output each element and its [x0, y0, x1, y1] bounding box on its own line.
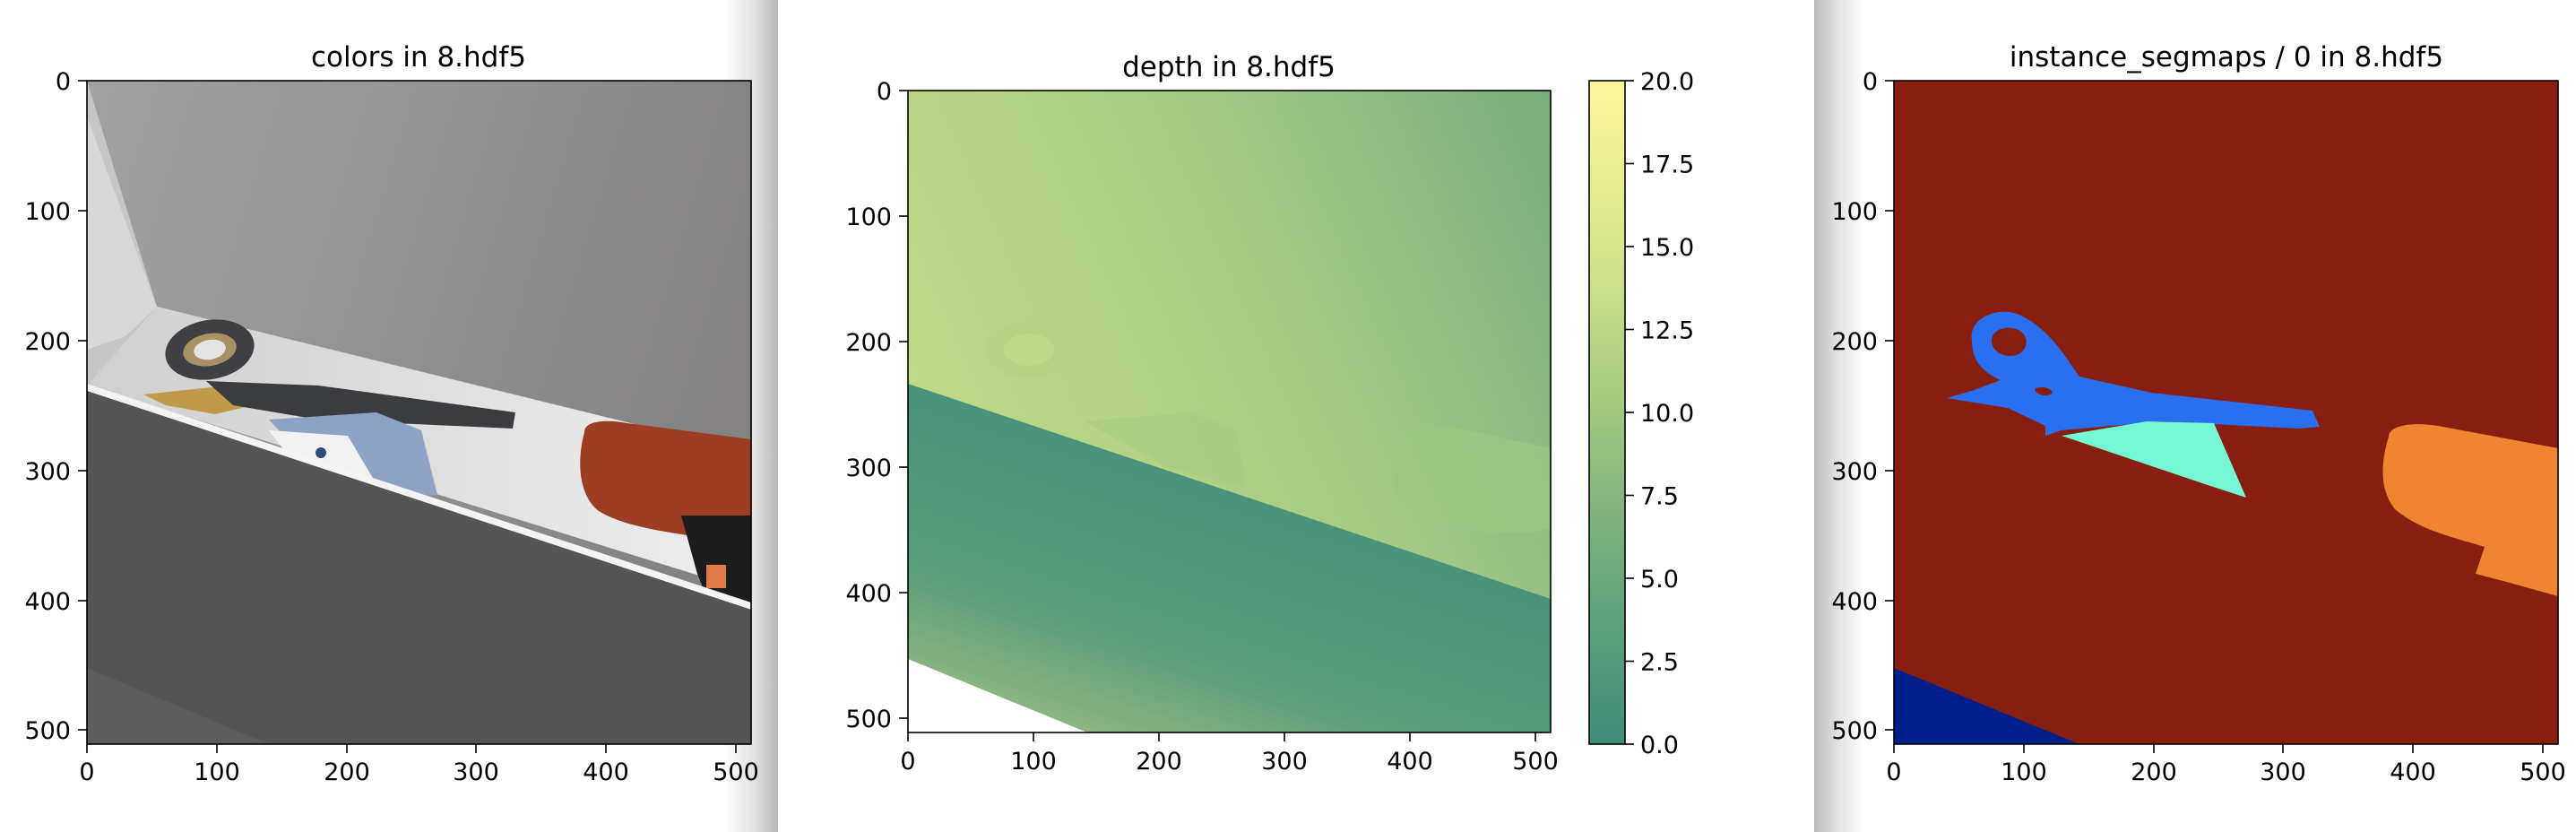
colors-y-tick: 0	[56, 68, 71, 96]
colors-x-tick: 400	[583, 758, 629, 786]
colorbar-tick: 15.0	[1640, 234, 1694, 262]
depth-x-tick: 100	[1010, 748, 1057, 776]
colorbar-gradient	[1589, 81, 1625, 744]
segmap-y-tick: 200	[1831, 328, 1878, 356]
colors-panel: colors in 8.hdf5	[24, 41, 758, 786]
segmap-y-tick: 500	[1831, 717, 1878, 745]
colors-x-tick: 200	[324, 758, 370, 786]
colors-y-tick: 100	[24, 198, 71, 226]
depth-x-tick: 0	[900, 748, 915, 776]
colorbar-tick: 17.5	[1640, 152, 1694, 179]
segmap-y-axis: 0 100 200 300 400 500	[1831, 68, 1894, 745]
segment-tool	[2382, 424, 2558, 596]
colors-x-tick: 500	[713, 758, 759, 786]
colorbar-tick: 20.0	[1640, 68, 1694, 96]
segmap-x-tick: 200	[2131, 758, 2177, 786]
depth-y-tick: 100	[845, 204, 892, 231]
segmap-y-tick: 300	[1831, 458, 1878, 486]
segmap-axes-frame	[1893, 80, 2559, 745]
depth-x-tick: 500	[1512, 748, 1559, 776]
segmap-x-tick: 100	[2001, 758, 2047, 786]
colorbar-tick: 7.5	[1640, 483, 1679, 511]
colors-y-tick: 500	[24, 717, 71, 745]
segmap-title: instance_segmaps / 0 in 8.hdf5	[2010, 41, 2443, 74]
segmap-y-tick: 100	[1831, 198, 1878, 226]
segment-cloth	[2062, 421, 2246, 498]
segmap-panel: instance_segmaps / 0 in 8.hdf5 0 100 200…	[1831, 41, 2565, 786]
depth-y-tick: 500	[845, 706, 892, 733]
depth-x-tick: 200	[1136, 748, 1182, 776]
depth-y-tick: 300	[845, 455, 892, 482]
colorbar-tick: 0.0	[1640, 732, 1679, 759]
colors-x-tick: 0	[79, 758, 94, 786]
depth-y-tick: 200	[845, 329, 892, 357]
segmap-x-tick: 0	[1886, 758, 1901, 786]
colors-y-tick: 200	[24, 328, 71, 356]
depth-x-tick: 300	[1261, 748, 1308, 776]
colors-y-axis: 0 100 200 300 400 500	[24, 68, 87, 745]
colorbar-tick: 12.5	[1640, 317, 1694, 345]
panel-seam-left-edge	[778, 0, 781, 832]
segmap-x-tick: 500	[2520, 758, 2566, 786]
segment-shelf-bottom	[1894, 668, 2079, 744]
panel-seam-right	[1814, 0, 1864, 832]
segmap-image	[1894, 81, 2558, 744]
depth-x-tick: 400	[1387, 748, 1433, 776]
colorbar-tick: 10.0	[1640, 400, 1694, 428]
depth-y-tick: 0	[877, 78, 892, 106]
segmap-y-tick: 0	[1863, 68, 1878, 96]
colors-y-tick: 400	[24, 588, 71, 616]
colors-title: colors in 8.hdf5	[311, 41, 526, 74]
segmap-x-tick: 400	[2390, 758, 2436, 786]
depth-colorbar: 0.0 2.5 5.0 7.5 10.0 12.5 15.0 17.5 20.0	[1588, 68, 1694, 759]
depth-image	[908, 91, 1551, 732]
colors-axes-frame	[86, 80, 752, 745]
colorbar-tick: 5.0	[1640, 566, 1679, 594]
segmap-x-axis: 0 100 200 300 400 500	[1886, 744, 2566, 786]
colorbar-tick: 2.5	[1640, 649, 1679, 677]
colors-image	[87, 81, 751, 744]
colors-x-tick: 100	[194, 758, 240, 786]
depth-axes-frame	[907, 90, 1552, 733]
segmap-x-tick: 300	[2260, 758, 2306, 786]
colors-x-axis: 0 100 200 300 400 500	[79, 744, 759, 786]
depth-panel: depth in 8.hdf5 0 100 200 300 400	[845, 51, 1694, 776]
depth-y-tick: 400	[845, 580, 892, 608]
segmap-y-tick: 400	[1831, 588, 1878, 616]
depth-x-axis: 0 100 200 300 400 500	[900, 732, 1559, 776]
colors-y-tick: 300	[24, 458, 71, 486]
depth-y-axis: 0 100 200 300 400 500	[845, 78, 908, 733]
depth-title: depth in 8.hdf5	[1122, 51, 1336, 83]
segment-scissors	[1947, 311, 2320, 436]
colors-x-tick: 300	[453, 758, 499, 786]
